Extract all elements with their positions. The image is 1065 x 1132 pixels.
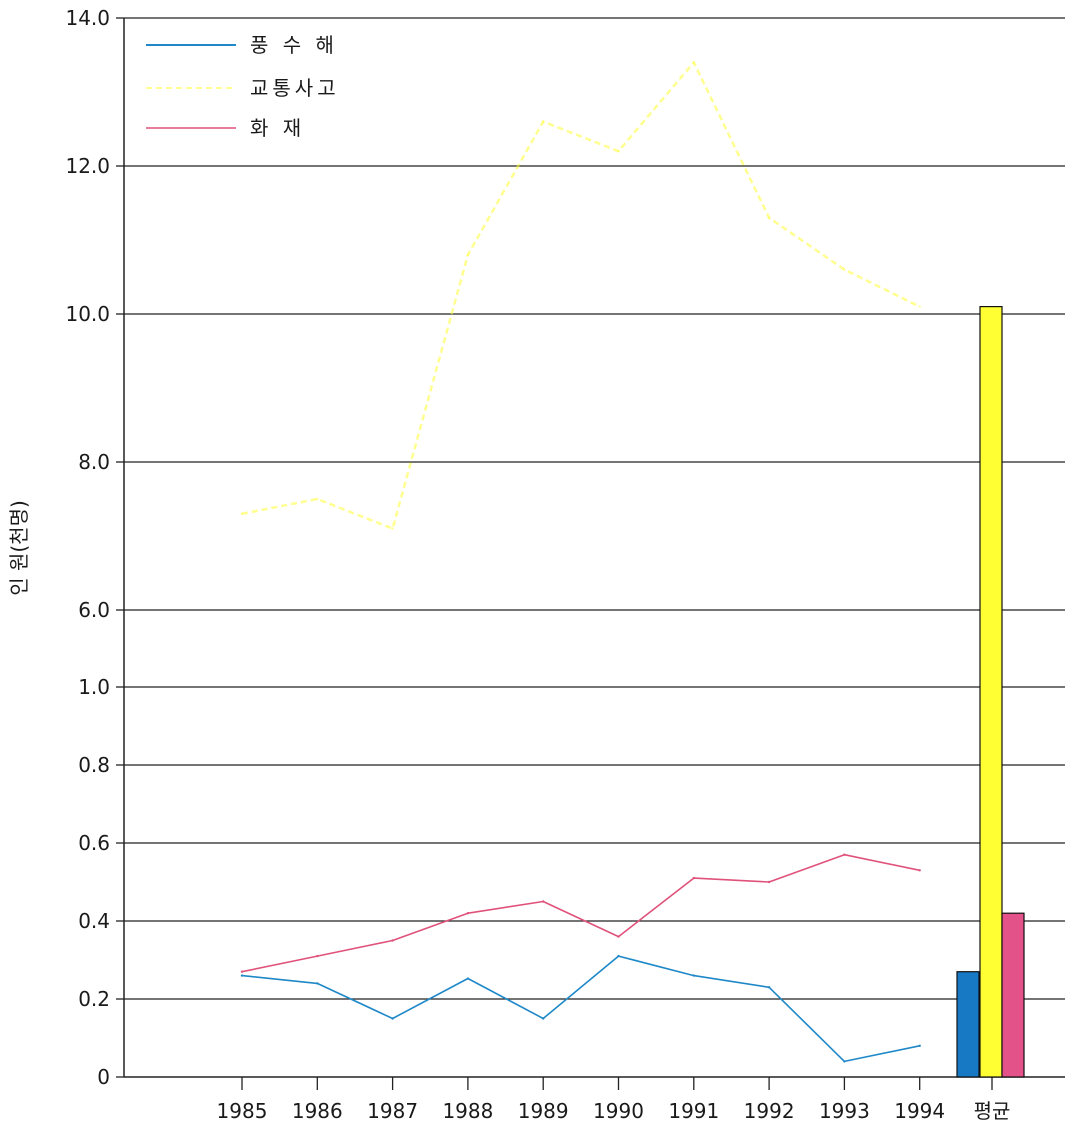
fire-point — [316, 954, 319, 958]
fire-point — [240, 970, 244, 973]
flood-point — [843, 1060, 846, 1063]
flood-point — [316, 982, 319, 985]
traffic-accident-point — [843, 268, 846, 271]
traffic-accident-point — [918, 305, 921, 308]
grid-lines — [116, 17, 1065, 1078]
average-bar-flood — [956, 971, 980, 1078]
traffic-accident-point — [466, 253, 470, 256]
legend-label-traffic: 교통사고 — [250, 76, 340, 100]
legend-label-fire: 화 재 — [250, 116, 305, 140]
fire-point — [767, 880, 771, 884]
traffic-accident-point — [692, 61, 695, 64]
x-tick-label: 1986 — [292, 1099, 343, 1123]
y-axis-title: 인 원(천명) — [7, 500, 31, 596]
fire-point — [843, 853, 846, 856]
average-bar-traffic — [979, 306, 1003, 1078]
y-tick-label: 12.0 — [65, 154, 110, 178]
y-tick-label: 6.0 — [78, 598, 110, 622]
y-tick-label: 0.6 — [78, 831, 110, 855]
traffic-accident-point — [767, 216, 771, 219]
flood-point — [391, 1017, 394, 1020]
y-tick-label: 10.0 — [65, 302, 110, 326]
average-bar-fire — [1001, 912, 1025, 1078]
y-tick-label: 0.4 — [78, 909, 110, 933]
legend: 풍 수 해 교통사고 화 재 — [146, 33, 340, 140]
traffic-accident-point — [391, 527, 394, 530]
flood-point — [617, 954, 620, 958]
y-tick-label: 8.0 — [78, 450, 110, 474]
traffic-accident-line — [241, 61, 921, 530]
fire-point — [391, 939, 394, 942]
y-tick-label: 1.0 — [78, 675, 110, 699]
x-tick-label: 1990 — [593, 1099, 644, 1123]
y-tick-label: 0.2 — [78, 987, 110, 1011]
fire-point — [542, 900, 545, 903]
flood-line — [241, 955, 920, 1063]
y-tick-labels: 0 0.2 0.4 0.6 0.8 1.0 6.0 8.0 10.0 12.0 14.0 — [65, 6, 110, 1089]
traffic-accident-point — [542, 120, 545, 123]
x-tick-labels: 1985 1986 1987 1988 1989 1990 1991 1992 1993 1994… — [217, 1077, 1011, 1123]
average-bars — [956, 306, 1025, 1078]
x-tick-label: 1987 — [367, 1099, 418, 1123]
fire-point — [617, 935, 620, 938]
flood-point — [767, 986, 771, 989]
x-tick-label: 1989 — [518, 1099, 569, 1123]
x-tick-label: 1992 — [744, 1099, 795, 1123]
fire-point — [692, 876, 695, 880]
x-tick-label: 1985 — [217, 1099, 268, 1123]
y-tick-label: 0.8 — [78, 753, 110, 777]
flood-point — [692, 974, 695, 977]
flood-point — [240, 974, 244, 977]
x-tick-label: 1988 — [442, 1099, 493, 1123]
x-tick-label: 1991 — [668, 1099, 719, 1123]
flood-point — [542, 1017, 545, 1020]
x-tick-label: 1994 — [894, 1099, 945, 1123]
x-tick-label: 평균 — [974, 1099, 1011, 1123]
y-tick-label: 0 — [97, 1065, 110, 1089]
fire-point — [466, 912, 470, 915]
legend-label-flood: 풍 수 해 — [250, 33, 338, 57]
flood-point — [918, 1044, 921, 1048]
flood-point — [466, 977, 470, 980]
y-tick-label: 14.0 — [65, 6, 110, 30]
fire-point — [918, 869, 921, 872]
x-tick-label: 1993 — [819, 1099, 870, 1123]
fire-line — [241, 853, 920, 973]
traffic-accident-point — [316, 497, 319, 501]
traffic-accident-point — [240, 512, 244, 515]
traffic-accident-point — [617, 150, 620, 153]
series-lines — [240, 61, 921, 1063]
axes — [123, 18, 1065, 1078]
